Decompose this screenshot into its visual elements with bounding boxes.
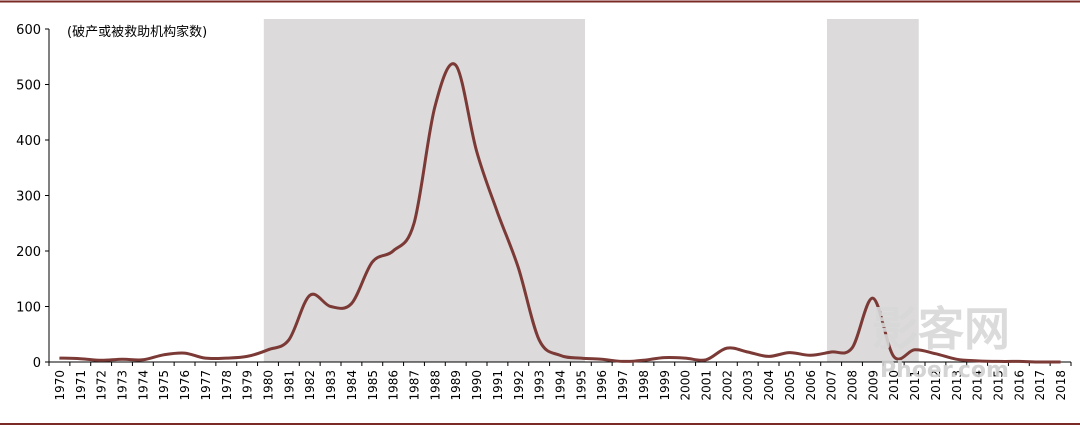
x-tick-label: 1981 xyxy=(282,370,296,401)
x-tick-label: 1974 xyxy=(136,370,150,401)
x-tick-label: 1987 xyxy=(408,370,422,401)
watermark: 影客网 Phoer.com xyxy=(872,302,1010,383)
x-tick-label: 2003 xyxy=(741,370,755,401)
x-tick-label: 1998 xyxy=(637,370,651,401)
x-tick-label: 1976 xyxy=(178,370,192,401)
x-tick-label: 1980 xyxy=(262,370,276,401)
x-tick-label: 2018 xyxy=(1054,370,1068,401)
x-tick-label: 1973 xyxy=(116,370,130,401)
x-tick-label: 1979 xyxy=(241,370,255,401)
x-tick-label: 2004 xyxy=(762,370,776,401)
x-tick-label: 2005 xyxy=(783,370,797,401)
y-tick-labels: 600 500 400 300 200 100 0 xyxy=(16,23,41,371)
series-line-1 xyxy=(59,62,1061,364)
y-tick-label: 0 xyxy=(33,356,41,371)
x-tick-label: 2001 xyxy=(700,370,714,401)
x-tick-label: 2000 xyxy=(679,370,693,401)
x-tick-label: 2010 xyxy=(887,370,901,401)
x-tick-label: 1992 xyxy=(512,370,526,401)
x-tick-label: 2012 xyxy=(929,370,943,401)
x-tick-label: 1999 xyxy=(658,370,672,401)
x-tick-label: 2007 xyxy=(825,370,839,401)
x-tick-label: 1982 xyxy=(303,370,317,401)
shaded-periods xyxy=(263,19,919,362)
x-tick-label: 2008 xyxy=(846,370,860,401)
x-tick-label: 2002 xyxy=(720,370,734,401)
x-tick-label: 2015 xyxy=(992,370,1006,401)
x-tick-label: 1970 xyxy=(53,370,67,401)
series-layer xyxy=(59,62,1061,364)
y-tick-label: 300 xyxy=(16,190,41,205)
x-tick-label: 1991 xyxy=(491,370,505,401)
x-tick-label: 1975 xyxy=(157,370,171,401)
x-tick-label: 1996 xyxy=(595,370,609,401)
x-tick-label: 1994 xyxy=(554,370,568,401)
x-tick-label: 1997 xyxy=(616,370,630,401)
x-tick-label: 1983 xyxy=(324,370,338,401)
y-tick-label: 200 xyxy=(16,245,41,260)
x-tick-label: 1972 xyxy=(95,370,109,401)
x-tick-label: 1990 xyxy=(470,370,484,401)
y-tick-label: 600 xyxy=(16,23,41,38)
x-tick-label: 2009 xyxy=(866,370,880,401)
x-tick-label: 2016 xyxy=(1012,370,1026,401)
y-tick-label: 100 xyxy=(16,301,41,316)
x-tick-label: 1993 xyxy=(533,370,547,401)
x-tick-label: 1971 xyxy=(74,370,88,401)
x-tick-label: 1984 xyxy=(345,370,359,401)
chart-annotation: (破产或被救助机构家数) xyxy=(67,24,207,40)
x-tick-label: 1989 xyxy=(449,370,463,401)
shaded-period-2 xyxy=(826,19,919,362)
x-tick-label: 2013 xyxy=(950,370,964,401)
x-tick-label: 1978 xyxy=(220,370,234,401)
x-tick-label: 1986 xyxy=(387,370,401,401)
x-tick-labels: 1970 1971 1972 1973 1974 1975 1976 1977 1978 1979… xyxy=(53,370,1068,401)
x-tick-label: 1985 xyxy=(366,370,380,401)
shaded-period-1 xyxy=(263,19,586,362)
x-tick-label: 2017 xyxy=(1033,370,1047,401)
y-tick-label: 400 xyxy=(16,134,41,149)
x-tick-label: 1977 xyxy=(199,370,213,401)
watermark-main: 影客网 xyxy=(872,302,1010,356)
x-tick-label: 2011 xyxy=(908,370,922,401)
watermark-sub: Phoer.com xyxy=(880,358,1009,383)
x-tick-label: 2014 xyxy=(971,370,985,401)
x-tick-label: 1995 xyxy=(574,370,588,401)
y-tick-label: 500 xyxy=(16,79,41,94)
x-tick-label: 2006 xyxy=(804,370,818,401)
x-tick-label: 1988 xyxy=(428,370,442,401)
